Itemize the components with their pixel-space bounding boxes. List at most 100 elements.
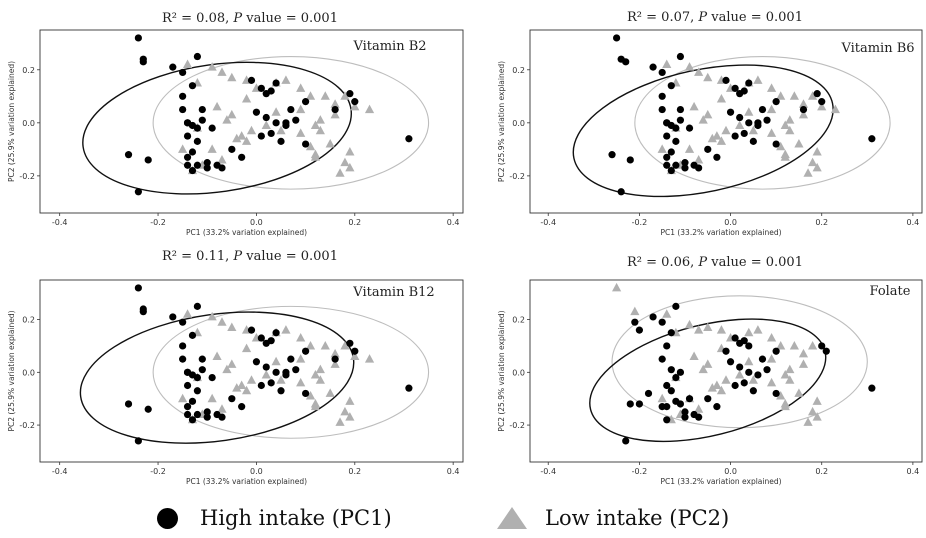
circle-point: [179, 93, 186, 100]
triangle-point: [685, 62, 694, 70]
circle-point: [184, 403, 191, 410]
circle-point: [272, 329, 279, 336]
circle-point: [258, 132, 265, 139]
stat-p-value: value = 0.001: [707, 10, 803, 25]
triangle-point: [227, 110, 236, 119]
circle-point: [248, 77, 255, 84]
circle-point: [179, 106, 186, 113]
x-tick-label: 0.0: [724, 218, 737, 227]
triangle-point: [799, 349, 808, 358]
y-tick-label: -0.2: [509, 421, 525, 430]
circle-point: [258, 85, 265, 92]
triangle-point: [735, 370, 744, 379]
circle-point: [194, 53, 201, 60]
triangle-point: [658, 144, 667, 153]
plot-frame: [40, 280, 463, 462]
triangle-point: [208, 62, 217, 70]
stat-p-label: P: [232, 249, 242, 264]
triangle-point: [296, 333, 305, 342]
x-tick-label: -0.2: [150, 467, 166, 476]
circle-point: [663, 416, 670, 423]
plot-frame: [530, 280, 922, 462]
circle-point: [773, 348, 780, 355]
triangle-point: [247, 375, 256, 384]
circle-point: [209, 125, 216, 132]
circle-point: [135, 437, 142, 444]
circle-point: [292, 117, 299, 124]
triangle-point: [662, 309, 671, 318]
circle-point: [189, 167, 196, 174]
circle-point: [189, 416, 196, 423]
circle-point: [258, 382, 265, 389]
x-tick-label: -0.4: [52, 467, 68, 476]
triangle-point: [365, 105, 374, 114]
panel-label: Vitamin B6: [840, 41, 914, 56]
triangle-point: [767, 83, 776, 92]
circle-point: [773, 140, 780, 147]
x-tick-label: 0.4: [447, 218, 460, 227]
circle-point: [636, 327, 643, 334]
triangle-point: [217, 317, 226, 326]
circle-point: [199, 366, 206, 373]
triangle-point: [813, 396, 822, 405]
circle-point: [169, 64, 176, 71]
panel-3: R² = 0.06, P value = 0.001Folate-0.4 -0.2…: [497, 255, 922, 486]
circle-point: [302, 390, 309, 397]
circle-point: [672, 125, 679, 132]
stat-annotation: R² = 0.07, P value = 0.001: [627, 10, 803, 25]
circle-point: [745, 119, 752, 126]
circle-point: [194, 138, 201, 145]
triangle-point: [785, 115, 794, 124]
circle-point: [645, 390, 652, 397]
circle-point: [238, 403, 245, 410]
circle-point: [800, 106, 807, 113]
y-tick-label: -0.2: [19, 172, 35, 181]
stat-r2: R² = 0.08,: [162, 11, 233, 26]
circle-point: [677, 106, 684, 113]
y-axis-label: PC2 (25.9% variation explained): [497, 61, 506, 182]
circle-point: [618, 188, 625, 195]
panel-0: R² = 0.08, P value = 0.001Vitamin B2-0.4…: [7, 11, 463, 237]
circle-point: [759, 356, 766, 363]
triangle-point: [183, 309, 192, 318]
circle-point: [868, 135, 875, 142]
x-tick-label: 0.2: [815, 218, 828, 227]
x-tick-label: 0.2: [815, 467, 828, 476]
circle-point: [282, 119, 289, 126]
circle-point: [663, 342, 670, 349]
triangle-point: [321, 91, 330, 100]
circle-point: [636, 400, 643, 407]
y-tick-label: 0.2: [512, 66, 525, 75]
plot-frame: [530, 30, 922, 213]
circle-point: [346, 90, 353, 97]
circle-point: [754, 119, 761, 126]
circle-point: [704, 146, 711, 153]
circle-point: [659, 403, 666, 410]
circle-point: [346, 340, 353, 347]
triangle-point: [767, 128, 776, 137]
circle-point: [672, 162, 679, 169]
circle-point: [659, 106, 666, 113]
legend-item-low-intake: Low intake (PC2): [497, 506, 729, 530]
circle-point: [145, 406, 152, 413]
x-tick-label: 0.4: [907, 218, 920, 227]
triangle-point: [217, 67, 226, 76]
triangle-point: [721, 375, 730, 384]
circle-point: [302, 348, 309, 355]
triangle-point: [831, 105, 840, 114]
circle-point: [754, 371, 761, 378]
circle-point: [763, 366, 770, 373]
stat-p-label: P: [697, 255, 707, 270]
circle-point: [713, 403, 720, 410]
y-tick-label: -0.2: [509, 172, 525, 181]
circle-point: [663, 119, 670, 126]
triangle-point: [717, 325, 726, 334]
circle-point: [218, 164, 225, 171]
triangle-point: [794, 388, 803, 397]
triangle-point: [227, 322, 236, 331]
circle-point: [405, 385, 412, 392]
stat-p-label: P: [232, 11, 242, 26]
triangle-point: [281, 75, 290, 84]
y-axis-label: PC2 (25.9% variation explained): [7, 61, 16, 182]
